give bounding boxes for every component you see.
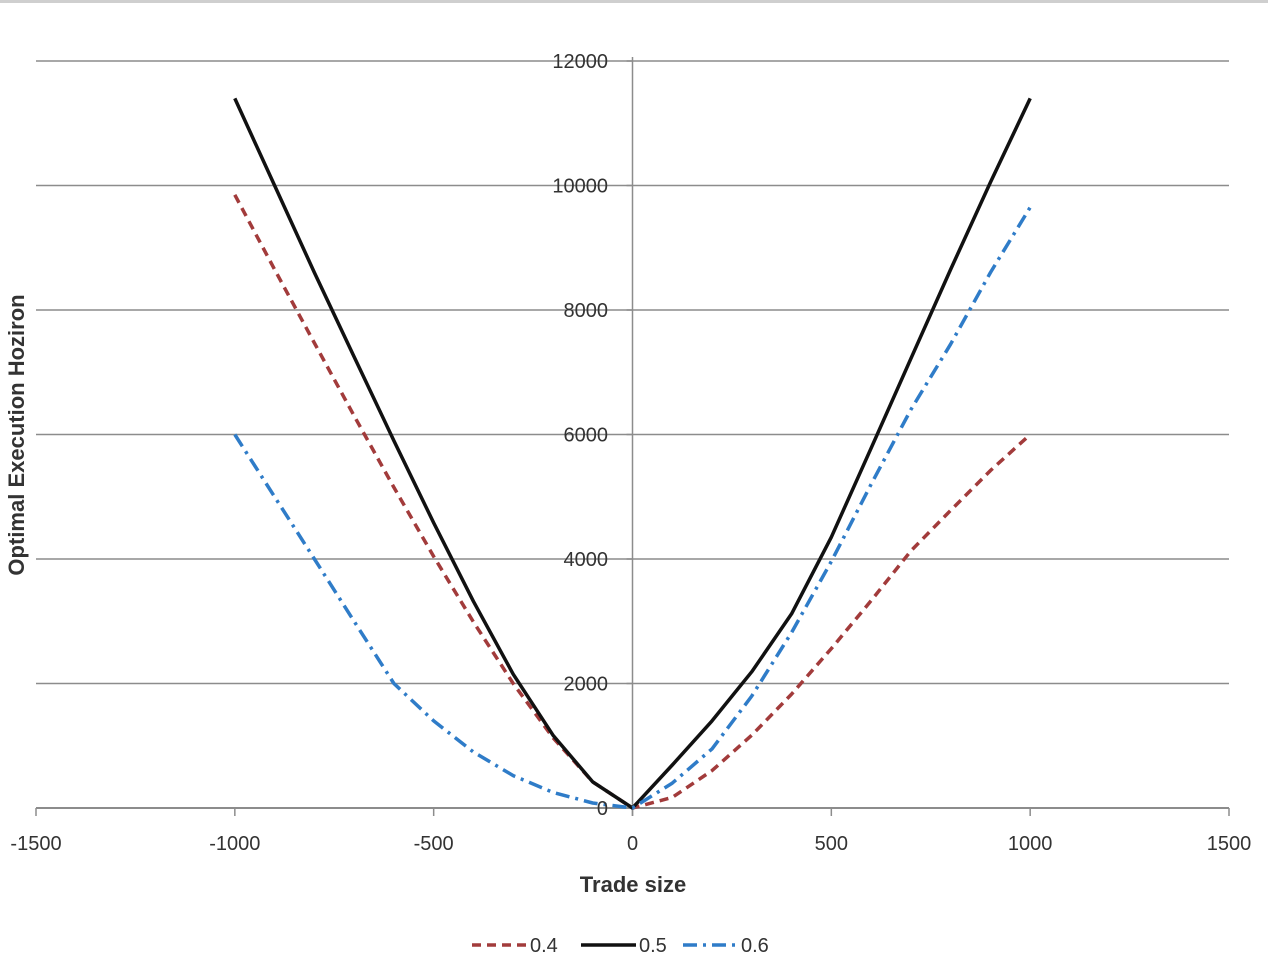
x-tick-label: -1500: [10, 833, 61, 855]
y-tick-label: 0: [597, 798, 608, 820]
y-tick-label: 8000: [564, 300, 609, 322]
x-tick-label: -1000: [209, 833, 260, 855]
y-tick-label: 10000: [552, 176, 608, 198]
legend-label-0.4: 0.4: [530, 935, 558, 957]
axes: [35, 57, 1230, 816]
series-lines: [233, 97, 1032, 810]
legend-label-0.5: 0.5: [639, 935, 667, 957]
series-line-0.6: [233, 206, 1032, 810]
x-tick-label: 0: [627, 833, 638, 855]
legend: 0.4 0.5 0.6: [472, 935, 769, 957]
y-tick-label: 2000: [564, 674, 609, 696]
x-tick-label: 1500: [1207, 833, 1252, 855]
x-tick-label: 500: [815, 833, 848, 855]
y-tick-label: 4000: [564, 549, 609, 571]
x-axis-title: Trade size: [580, 872, 686, 897]
legend-label-0.6: 0.6: [741, 935, 769, 957]
x-tick-label: -500: [414, 833, 454, 855]
y-tick-label: 6000: [564, 425, 609, 447]
window-top-border: [0, 0, 1268, 3]
y-tick-label: 12000: [552, 51, 608, 73]
y-axis-title: Optimal Execution Hoziron: [4, 294, 29, 575]
x-tick-label: 1000: [1008, 833, 1053, 855]
